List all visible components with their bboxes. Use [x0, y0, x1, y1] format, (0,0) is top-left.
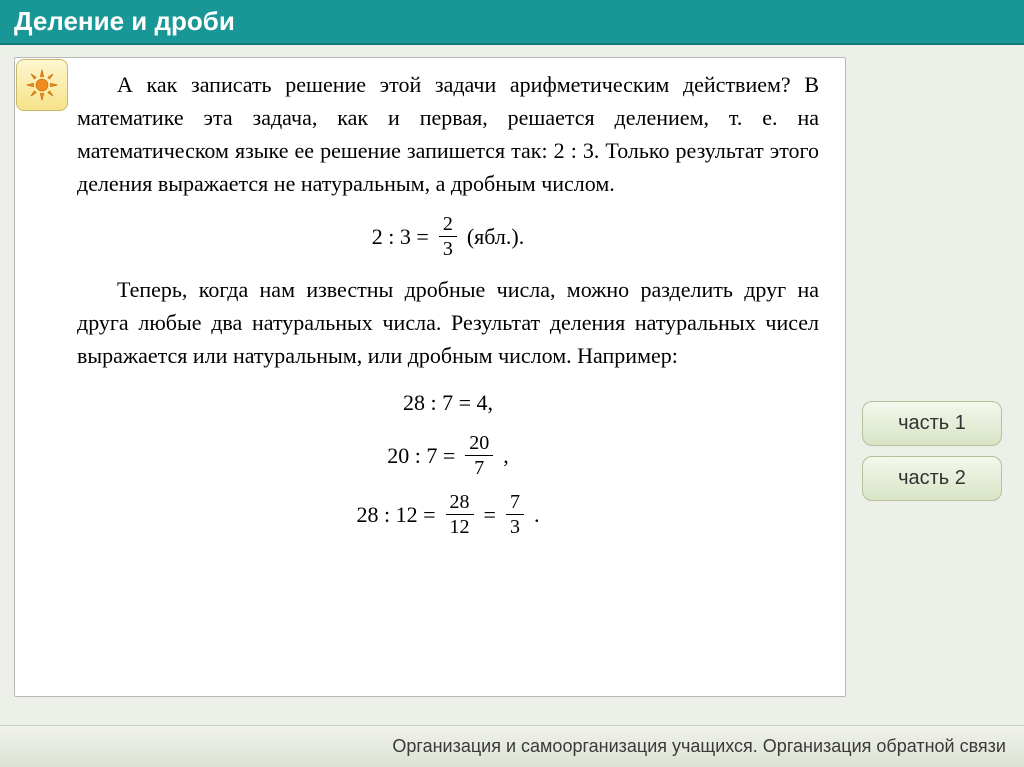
- header-bar: Деление и дроби: [0, 0, 1024, 45]
- part-1-label: часть 1: [898, 412, 966, 434]
- equation-3: 20 : 7 = 20 7 ,: [77, 433, 819, 478]
- footer-bar: Организация и самоорганизация учащихся. …: [0, 725, 1024, 767]
- eq4-lhs: 28 : 12 =: [357, 498, 436, 531]
- eq3-fraction: 20 7: [465, 433, 493, 478]
- eq3-lhs: 20 : 7 =: [387, 439, 455, 472]
- part-2-button[interactable]: часть 2: [862, 456, 1002, 501]
- equation-1: 2 : 3 = 2 3 (ябл.).: [77, 214, 819, 259]
- eq2-text: 28 : 7 = 4,: [403, 386, 493, 419]
- content-area: А как записать решение этой задачи арифм…: [0, 45, 1024, 697]
- eq4-fraction-1: 28 12: [446, 492, 474, 537]
- eq3-suffix: ,: [503, 439, 509, 472]
- eq1-fraction: 2 3: [439, 214, 457, 259]
- eq4-suffix: .: [534, 498, 540, 531]
- page-title: Деление и дроби: [14, 6, 235, 36]
- right-column: часть 1 часть 2: [862, 57, 1010, 697]
- footer-text: Организация и самоорганизация учащихся. …: [392, 736, 1006, 756]
- equation-4: 28 : 12 = 28 12 = 7 3 .: [77, 492, 819, 537]
- part-2-label: часть 2: [898, 467, 966, 489]
- paragraph-1: А как записать решение этой задачи арифм…: [77, 68, 819, 200]
- left-column: А как записать решение этой задачи арифм…: [14, 57, 846, 697]
- text-panel: А как записать решение этой задачи арифм…: [14, 57, 846, 697]
- eq4-fraction-2: 7 3: [506, 492, 524, 537]
- paragraph-2: Теперь, когда нам известны дробные числа…: [77, 273, 819, 372]
- part-1-button[interactable]: часть 1: [862, 401, 1002, 446]
- sun-icon[interactable]: [16, 59, 68, 111]
- eq1-suffix: (ябл.).: [467, 220, 524, 253]
- equation-2: 28 : 7 = 4,: [77, 386, 819, 419]
- eq4-eq: =: [484, 498, 496, 531]
- eq1-lhs: 2 : 3 =: [372, 220, 429, 253]
